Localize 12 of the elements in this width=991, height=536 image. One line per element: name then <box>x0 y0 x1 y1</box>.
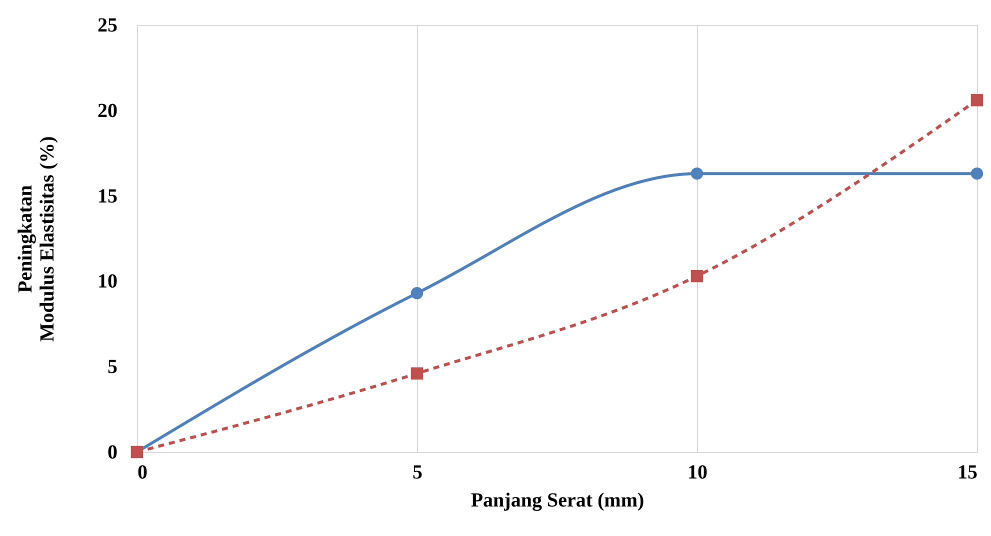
x-tick-label: 5 <box>412 462 422 484</box>
y-tick-label: 20 <box>98 100 118 122</box>
y-tick-label: 10 <box>98 270 118 293</box>
y-tick-label: 25 <box>98 14 118 36</box>
y-tick-label: 15 <box>98 185 118 208</box>
x-tick-label: 0 <box>138 462 148 484</box>
y-tick-label: 0 <box>108 442 118 464</box>
y-tick-label: 5 <box>108 356 118 378</box>
x-tick-label: 15 <box>958 462 978 484</box>
x-tick-label: 10 <box>688 462 708 484</box>
x-axis-title: Panjang Serat (mm) <box>470 490 644 512</box>
y-axis-title: Peningkatan Modulus Elastisitas (%) <box>14 136 58 342</box>
